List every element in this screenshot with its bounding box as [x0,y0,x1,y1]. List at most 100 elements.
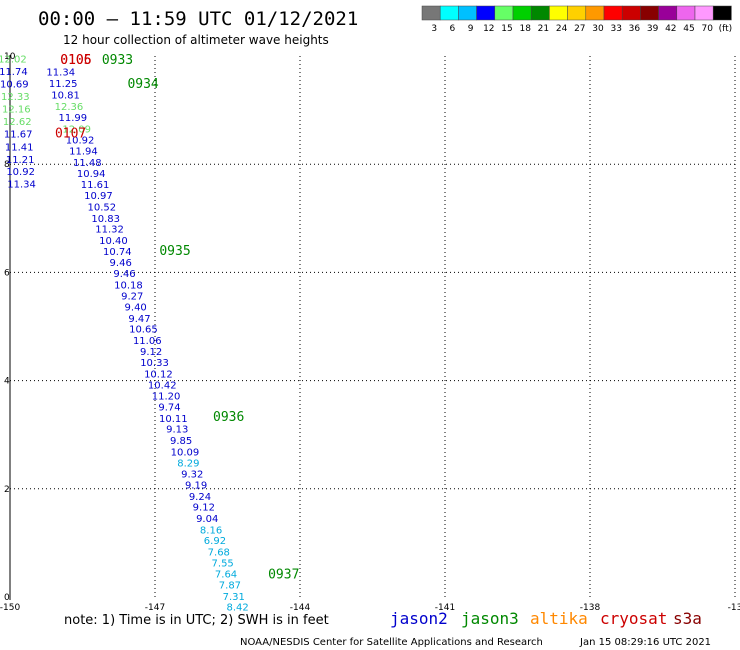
y-tick-label: 8 [4,160,10,170]
wave-height-label: 11.20 [152,392,181,403]
wave-height-label: 11.48 [73,158,102,169]
wave-height-label: 10.92 [66,135,95,146]
legend-swatch [549,5,568,21]
wave-height-label: 10.92 [6,167,35,178]
pass-time-label: 0933 [102,53,133,68]
legend-label: 24 [556,24,568,34]
wave-height-label: 9.46 [113,269,135,280]
legend-swatch [567,5,587,21]
wave-height-label: 10.81 [51,90,80,101]
wave-height-label: 11.06 [133,336,162,347]
legend-label: 42 [665,24,676,34]
wave-height-label: 10.12 [144,370,173,381]
wave-height-label: 8.29 [177,458,199,469]
y-tick-label: 10 [4,52,16,62]
wave-height-label: 11.41 [5,142,34,153]
y-tick-label: 4 [4,377,10,387]
pass-time-label: 0935 [159,244,190,259]
wave-height-label: 10.69 [0,80,29,91]
y-tick-label: 2 [4,485,10,495]
pass-time-label: 0936 [213,410,244,425]
wave-height-label: 11.74 [0,67,28,78]
legend-swatch [476,5,496,21]
wave-height-label: 10.18 [114,280,143,291]
legend-label: 36 [629,24,641,34]
wave-height-label: 9.85 [170,436,192,447]
legend-label: 33 [610,24,621,34]
wave-height-label: 8.16 [200,525,222,536]
wave-height-label: 12.36 [55,102,84,113]
wave-height-label: 8.42 [227,603,249,614]
wave-height-label: 11.99 [59,113,88,124]
legend-swatch [603,5,623,21]
x-tick-label: -150 [0,603,20,613]
wave-height-label: 9.47 [128,314,150,325]
x-tick-label: -13 [728,603,740,613]
note-text: note: 1) Time is in UTC; 2) SWH is in fe… [64,613,329,628]
wave-height-label: 10.94 [77,169,106,180]
legend-swatch [439,5,459,21]
legend-label: 15 [501,24,512,34]
legend-label: 9 [468,24,474,34]
satellite-altika: altika [530,609,588,628]
wave-height-label: 7.87 [219,581,241,592]
wave-height-label: 10.65 [129,325,158,336]
pass-time-label: 0107 [55,126,86,141]
wave-height-label: 10.97 [84,191,113,202]
wave-height-label: 7.31 [223,592,245,603]
legend-label: 12 [483,24,494,34]
wave-height-label: 11.61 [81,180,110,191]
wave-height-label: 11.67 [4,129,33,140]
pass-time-label: 0934 [127,77,158,92]
y-tick-label: 0 [4,593,10,603]
legend-label: 3 [431,24,437,34]
wave-height-label: 11.32 [95,225,124,236]
pass-time-label: 0105 [60,53,91,68]
wave-height-label: 10.33 [140,358,169,369]
wave-height-label: 7.55 [212,558,234,569]
x-tick-label: -144 [290,603,311,613]
y-tick-labels: 0 2 4 6 8 10 [4,52,16,603]
wave-height-label: 9.27 [121,292,143,303]
legend-label: 30 [592,24,604,34]
x-tick-label: -138 [580,603,601,613]
wave-height-label: 12.16 [2,104,31,115]
wave-height-label: 7.64 [215,570,237,581]
satellite-cryosat: cryosat [600,609,667,628]
wave-height-label: 11.21 [6,155,35,166]
pass-time-label: 0106 [60,53,91,68]
grid-lines [10,56,736,597]
color-legend: 3 6 9 12 15 18 21 24 27 30 33 36 39 42 45 70 (ft) [421,5,733,34]
legend-swatch [694,5,714,21]
pass-time-label: 0937 [268,568,299,583]
chart-subtitle: 12 hour collection of altimeter wave hei… [63,33,329,47]
legend-swatch [421,5,441,21]
x-tick-labels: -150 -147 -144 -141 -138 -13 [0,603,740,613]
x-tick-label: -141 [435,603,455,613]
legend-label: 70 [701,24,713,34]
legend-label: 45 [683,24,694,34]
legend-label: 18 [519,24,531,34]
y-tick-label: 6 [4,268,10,278]
wave-height-label: 12.33 [1,92,30,103]
wave-height-label: 6.92 [204,536,226,547]
legend-swatch [530,5,550,21]
wave-height-label: 11.34 [7,180,36,191]
legend-label: (ft) [719,24,733,34]
wave-height-label: 10.42 [148,380,177,391]
chart-title: 00:00 – 11:59 UTC 01/12/2021 [38,8,358,30]
wave-height-label: 12.09 [62,124,91,135]
wave-height-label: 12.02 [0,55,27,66]
wave-height-label: 10.11 [159,414,188,425]
wave-height-label: 10.40 [99,236,128,247]
wave-height-label: 12.62 [3,117,32,128]
wave-height-label: 9.19 [185,480,207,491]
legend-label: 6 [450,24,456,34]
x-tick-label: -147 [145,603,165,613]
legend-swatch [458,5,477,21]
wave-height-label: 9.74 [158,403,180,414]
wave-height-label: 11.34 [46,68,75,79]
